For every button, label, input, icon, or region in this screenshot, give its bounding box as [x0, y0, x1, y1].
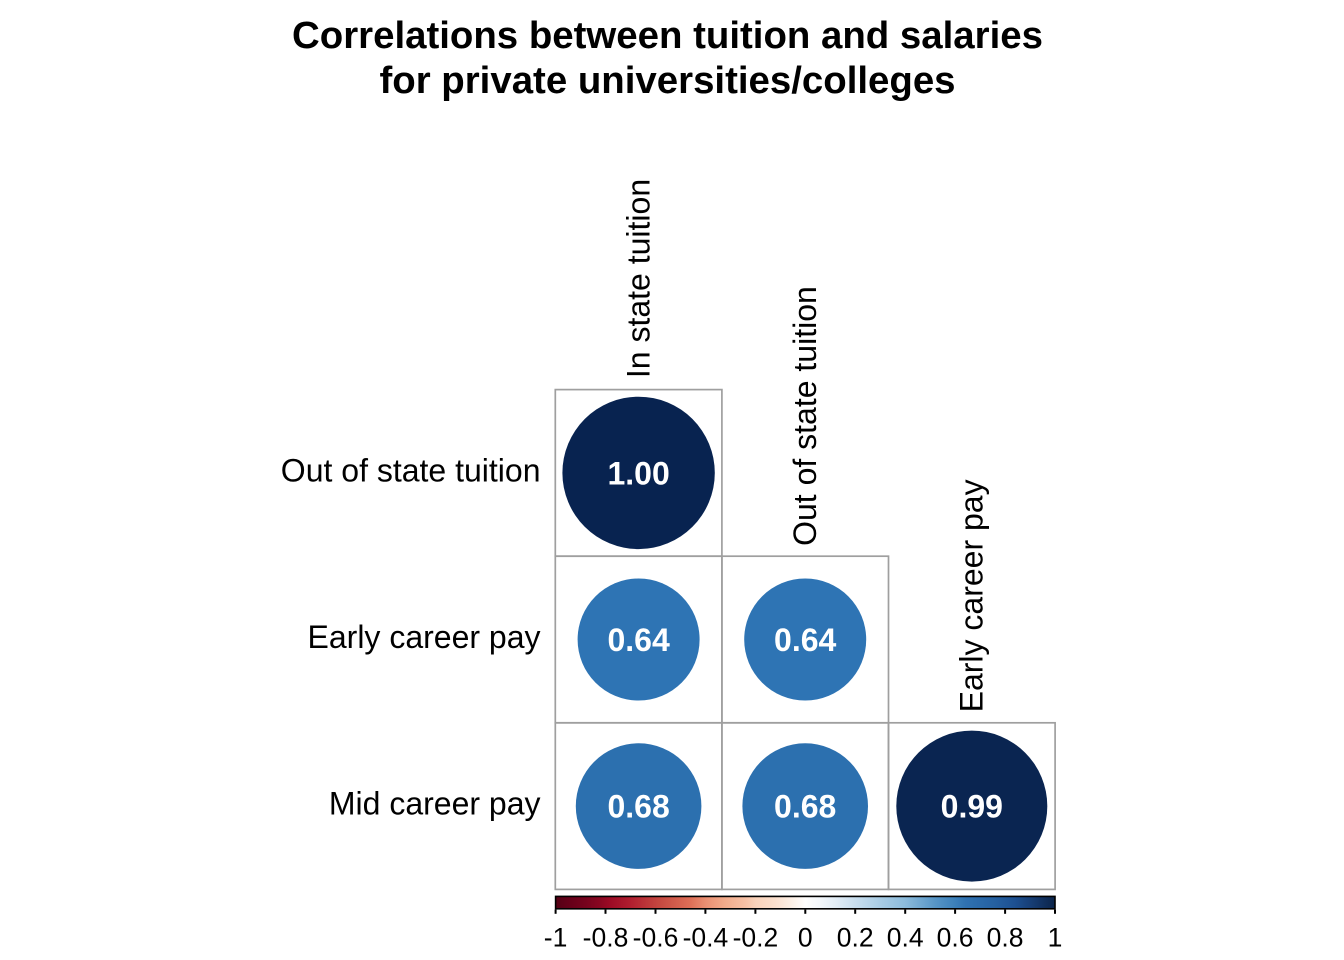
svg-text:In state tuition: In state tuition	[621, 179, 657, 378]
svg-text:Early career pay: Early career pay	[954, 479, 990, 712]
svg-text:0.8: 0.8	[987, 923, 1024, 953]
svg-text:0.2: 0.2	[837, 923, 874, 953]
svg-text:Correlations between tuition a: Correlations between tuition and salarie…	[292, 14, 1043, 57]
svg-text:Out of state tuition: Out of state tuition	[281, 452, 541, 488]
svg-text:Out of state tuition: Out of state tuition	[787, 286, 823, 546]
svg-text:0.4: 0.4	[887, 923, 924, 953]
svg-text:0.99: 0.99	[941, 789, 1003, 825]
svg-text:-0.2: -0.2	[733, 923, 779, 953]
svg-text:1.00: 1.00	[607, 456, 669, 492]
svg-text:0.64: 0.64	[607, 622, 669, 658]
svg-text:0.64: 0.64	[774, 622, 836, 658]
svg-text:0.68: 0.68	[607, 789, 669, 825]
svg-text:0.68: 0.68	[774, 789, 836, 825]
svg-text:-0.6: -0.6	[633, 923, 679, 953]
svg-text:Mid career pay: Mid career pay	[329, 786, 541, 822]
svg-text:-1: -1	[544, 923, 568, 953]
svg-text:-0.8: -0.8	[583, 923, 629, 953]
svg-text:0: 0	[798, 923, 813, 953]
svg-text:0.6: 0.6	[937, 923, 974, 953]
svg-text:Early career pay: Early career pay	[308, 619, 541, 655]
svg-text:for private universities/colle: for private universities/colleges	[379, 59, 955, 102]
svg-text:1: 1	[1048, 923, 1063, 953]
svg-text:-0.4: -0.4	[683, 923, 729, 953]
